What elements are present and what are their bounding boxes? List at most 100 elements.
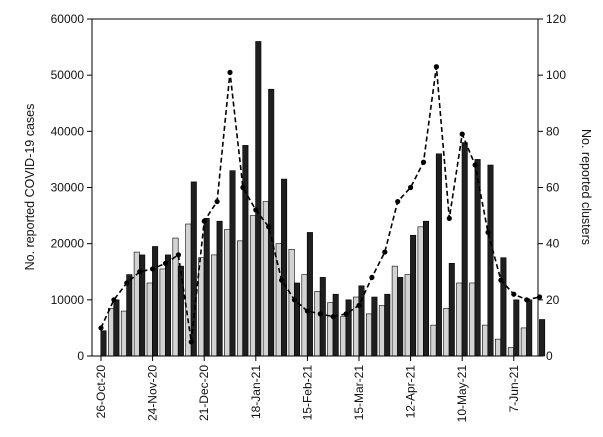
left-tick-label: 20000 [51, 237, 85, 251]
bar-light [133, 251, 140, 357]
cluster-point [343, 311, 349, 317]
bar-dark [487, 164, 494, 357]
bar-light [159, 268, 166, 357]
x-tick-label: 15-Mar-21 [352, 365, 366, 421]
bar-dark [293, 282, 300, 357]
cluster-point [498, 277, 504, 283]
bar-dark [513, 299, 520, 357]
bar-dark [448, 263, 455, 357]
cluster-point [304, 308, 310, 314]
bar-dark [345, 299, 352, 357]
left-tick-label: 60000 [51, 12, 85, 26]
bar-dark [255, 41, 262, 357]
x-tick-label: 21-Dec-20 [197, 365, 211, 421]
cluster-point [356, 302, 362, 309]
bar-light [507, 347, 514, 357]
right-tick-label: 120 [546, 12, 566, 26]
bar-light [404, 274, 411, 357]
bar-light [108, 307, 115, 357]
bar-dark [371, 296, 378, 357]
cluster-point [137, 269, 143, 275]
cluster-point [330, 314, 336, 320]
cluster-point [317, 311, 323, 317]
ticks-layer: 0 10000 20000 30000 40000 50000 60000 0 20 40 60 80… [51, 12, 567, 422]
cluster-point [291, 297, 298, 303]
bar-dark [435, 153, 442, 357]
bar-light [430, 324, 437, 357]
bar-dark [268, 88, 275, 357]
bar-light [146, 282, 153, 357]
bar-dark [306, 232, 313, 357]
cluster-point [511, 291, 517, 297]
x-tick-label: 26-Oct-20 [94, 365, 108, 419]
cluster-point [150, 266, 156, 272]
cluster-point [446, 215, 452, 221]
bar-dark [384, 293, 391, 357]
x-tick-label: 18-Jan-21 [249, 365, 263, 419]
bar-dark [152, 246, 159, 357]
cluster-point [279, 277, 285, 283]
bar-light [340, 316, 347, 357]
bar-dark [229, 170, 236, 357]
bar-dark [526, 299, 533, 357]
bar-light [456, 282, 463, 357]
bar-dark [281, 178, 288, 357]
bar-light [391, 265, 398, 357]
cluster-point [227, 69, 233, 75]
bar-light [378, 305, 385, 357]
x-tick-label: 10-May-21 [455, 365, 469, 423]
cluster-point [485, 229, 491, 236]
bar-light [469, 282, 476, 357]
cluster-point [420, 159, 427, 165]
right-tick-label: 60 [546, 181, 560, 195]
left-tick-label: 50000 [51, 68, 85, 82]
x-tick-label: 24-Nov-20 [146, 365, 160, 421]
cluster-point [459, 131, 465, 137]
bar-dark [500, 257, 507, 357]
bar-light [301, 274, 308, 357]
bar-dark [397, 277, 404, 357]
cluster-point [395, 198, 401, 205]
cluster-point [124, 280, 130, 286]
left-tick-label: 10000 [51, 293, 85, 307]
bar-dark [539, 319, 546, 357]
right-tick-label: 0 [546, 349, 553, 363]
bar-dark [165, 254, 172, 357]
bar-dark [126, 274, 133, 357]
right-tick-label: 40 [546, 237, 560, 251]
left-axis-title: No. reported COVID-19 cases [23, 104, 37, 271]
bar-light [327, 302, 334, 357]
bar-light [198, 257, 205, 357]
x-tick-label: 7-Jun-21 [507, 365, 521, 413]
bar-dark [358, 285, 365, 357]
cluster-point [408, 184, 414, 191]
left-tick-label: 40000 [51, 124, 85, 138]
cluster-point [201, 218, 207, 224]
bar-light [249, 215, 256, 357]
bar-dark [216, 220, 223, 357]
bar-dark [242, 145, 249, 357]
bar-light [482, 324, 489, 357]
cluster-point [240, 184, 246, 191]
x-tick-label: 15-Feb-21 [300, 365, 314, 421]
right-tick-label: 20 [546, 293, 560, 307]
bar-dark [422, 220, 429, 357]
bar-light [224, 229, 231, 357]
bar-light [314, 291, 321, 357]
cluster-point [382, 249, 388, 255]
bar-dark [203, 218, 210, 357]
right-axis-title: No. reported clusters [579, 129, 593, 245]
cluster-point [214, 198, 220, 205]
cluster-point [369, 274, 375, 280]
cluster-point [162, 260, 169, 266]
cluster-point [188, 339, 194, 345]
bar-dark [100, 330, 107, 357]
bar-dark [332, 293, 339, 357]
left-tick-label: 0 [77, 349, 84, 363]
bar-dark [461, 142, 468, 357]
right-tick-label: 100 [546, 68, 566, 82]
cluster-point [98, 325, 104, 331]
cluster-point [253, 207, 259, 213]
